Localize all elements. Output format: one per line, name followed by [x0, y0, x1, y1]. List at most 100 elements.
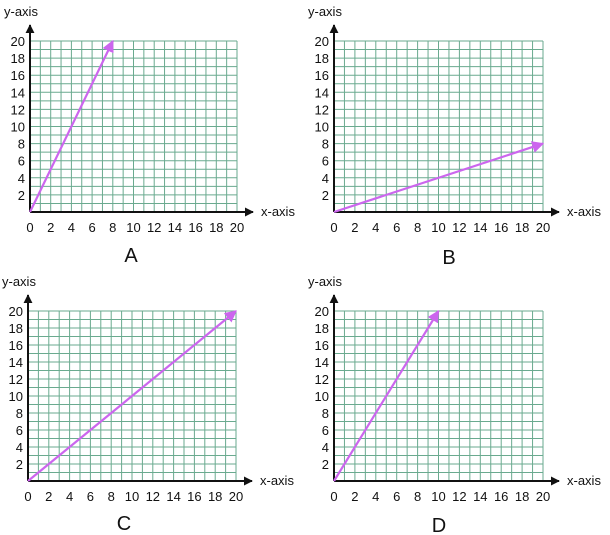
x-tick-label: 18 — [515, 489, 529, 504]
x-tick-label: 16 — [494, 220, 508, 235]
y-axis-label: y-axis — [308, 4, 342, 19]
x-tick-label: 6 — [88, 220, 95, 235]
x-tick-label: 12 — [452, 489, 466, 504]
y-tick-label: 6 — [18, 154, 25, 169]
x-tick-label: 20 — [230, 220, 244, 235]
y-tick-label: 6 — [16, 423, 23, 438]
y-tick-label: 8 — [18, 137, 25, 152]
x-tick-label: 10 — [126, 220, 140, 235]
x-tick-label: 8 — [108, 489, 115, 504]
x-tick-label: 20 — [536, 489, 550, 504]
x-tick-label: 20 — [229, 489, 243, 504]
y-tick-label: 2 — [18, 188, 25, 203]
x-axis-label: x-axis — [261, 204, 295, 219]
x-tick-label: 4 — [372, 489, 379, 504]
y-tick-label: 2 — [322, 188, 329, 203]
y-tick-label: 20 — [315, 34, 329, 49]
x-axis-label: x-axis — [567, 473, 601, 488]
y-tick-label: 12 — [315, 372, 329, 387]
y-tick-label: 8 — [322, 137, 329, 152]
x-tick-label: 10 — [431, 489, 445, 504]
x-axis-label: x-axis — [260, 473, 294, 488]
x-tick-label: 0 — [330, 220, 337, 235]
x-tick-label: 2 — [45, 489, 52, 504]
series-line — [333, 309, 440, 482]
y-tick-label: 8 — [322, 406, 329, 421]
x-tick-label: 16 — [494, 489, 508, 504]
x-tick-label: 12 — [147, 220, 161, 235]
x-tick-label: 20 — [536, 220, 550, 235]
y-tick-label: 12 — [9, 372, 23, 387]
x-tick-label: 2 — [47, 220, 54, 235]
x-tick-label: 18 — [515, 220, 529, 235]
x-tick-label: 12 — [146, 489, 160, 504]
x-tick-label: 6 — [393, 220, 400, 235]
y-tick-label: 16 — [11, 68, 25, 83]
x-tick-label: 6 — [393, 489, 400, 504]
x-tick-label: 10 — [431, 220, 445, 235]
series-line — [29, 39, 114, 213]
y-tick-label: 12 — [11, 102, 25, 117]
panel-label: C — [117, 513, 131, 535]
y-tick-label: 14 — [315, 85, 329, 100]
y-tick-label: 4 — [18, 171, 25, 186]
x-tick-label: 8 — [414, 489, 421, 504]
x-tick-label: 14 — [166, 489, 180, 504]
y-tick-label: 4 — [322, 440, 329, 455]
x-tick-label: 16 — [188, 220, 202, 235]
x-tick-label: 4 — [68, 220, 75, 235]
x-tick-label: 18 — [209, 220, 223, 235]
y-tick-label: 10 — [9, 389, 23, 404]
panel-label: D — [432, 515, 446, 535]
y-axis-label: y-axis — [4, 4, 38, 19]
y-tick-label: 4 — [16, 440, 23, 455]
panel-label: B — [442, 247, 455, 269]
y-axis-label: y-axis — [2, 274, 36, 289]
y-tick-label: 16 — [315, 338, 329, 353]
x-tick-label: 8 — [414, 220, 421, 235]
y-tick-label: 20 — [9, 304, 23, 319]
y-tick-label: 6 — [322, 154, 329, 169]
x-tick-label: 18 — [208, 489, 222, 504]
y-tick-label: 18 — [9, 321, 23, 336]
y-tick-label: 12 — [315, 102, 329, 117]
x-tick-label: 4 — [66, 489, 73, 504]
y-tick-label: 18 — [315, 321, 329, 336]
x-tick-label: 0 — [26, 220, 33, 235]
x-tick-label: 14 — [473, 220, 487, 235]
x-tick-label: 4 — [372, 220, 379, 235]
y-tick-label: 4 — [322, 171, 329, 186]
y-axis-label: y-axis — [308, 274, 342, 289]
y-tick-label: 6 — [322, 423, 329, 438]
y-tick-label: 8 — [16, 406, 23, 421]
y-tick-label: 20 — [11, 34, 25, 49]
x-tick-label: 2 — [351, 220, 358, 235]
y-tick-label: 2 — [322, 457, 329, 472]
x-tick-label: 14 — [473, 489, 487, 504]
x-tick-label: 16 — [187, 489, 201, 504]
x-tick-label: 14 — [168, 220, 182, 235]
x-tick-label: 6 — [87, 489, 94, 504]
y-tick-label: 10 — [315, 120, 329, 135]
x-tick-label: 0 — [24, 489, 31, 504]
x-tick-label: 10 — [125, 489, 139, 504]
y-tick-label: 10 — [315, 389, 329, 404]
y-tick-label: 16 — [315, 68, 329, 83]
y-tick-label: 10 — [11, 120, 25, 135]
y-tick-label: 14 — [9, 355, 23, 370]
y-tick-label: 2 — [16, 457, 23, 472]
x-tick-label: 8 — [109, 220, 116, 235]
x-tick-label: 2 — [351, 489, 358, 504]
series-line — [27, 310, 237, 482]
y-tick-label: 18 — [315, 51, 329, 66]
x-tick-label: 0 — [330, 489, 337, 504]
y-tick-label: 14 — [315, 355, 329, 370]
y-tick-label: 20 — [315, 304, 329, 319]
y-tick-label: 18 — [11, 51, 25, 66]
y-tick-label: 16 — [9, 338, 23, 353]
